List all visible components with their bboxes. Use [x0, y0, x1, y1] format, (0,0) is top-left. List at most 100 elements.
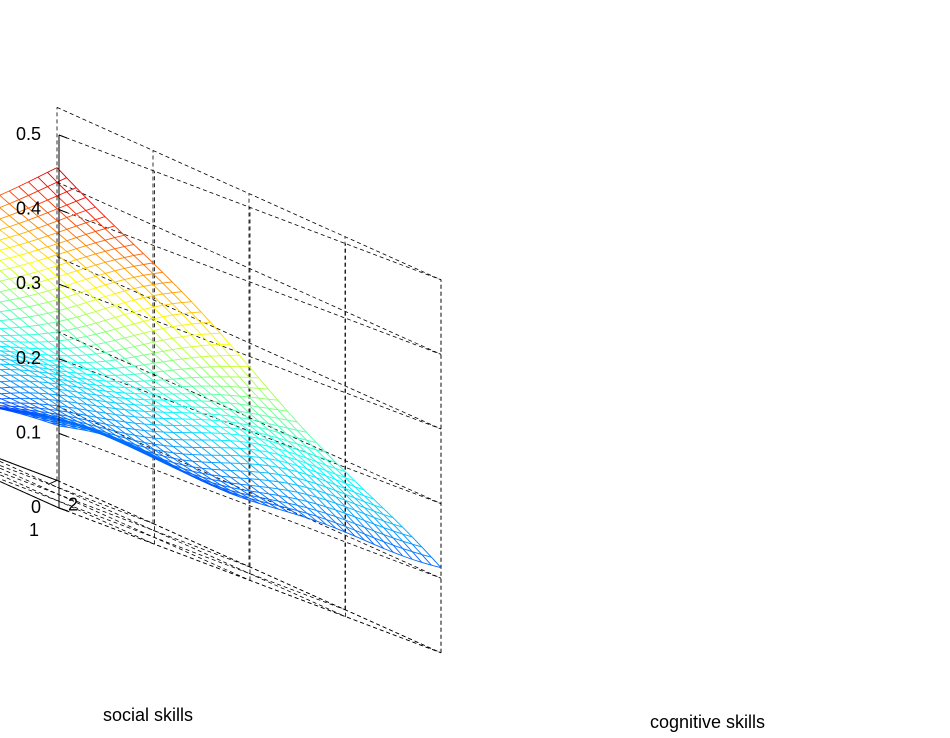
mesh-segment: [134, 422, 145, 425]
mesh-segment: [115, 402, 126, 405]
mesh-segment: [29, 352, 39, 355]
mesh-segment: [124, 373, 135, 376]
mesh-segment: [76, 225, 87, 235]
mesh-segment: [47, 235, 58, 245]
mesh-segment: [200, 345, 212, 357]
mesh-segment: [47, 348, 59, 356]
mesh-segment: [239, 477, 251, 486]
mesh-segment: [153, 304, 163, 308]
mesh-segment: [326, 492, 336, 498]
mesh-segment: [182, 468, 193, 475]
mesh-segment: [37, 260, 49, 269]
mesh-segment: [95, 275, 106, 286]
mesh-segment: [201, 400, 212, 409]
mesh-segment: [85, 231, 96, 235]
mesh-segment: [67, 371, 78, 379]
mesh-segment: [67, 390, 78, 398]
mesh-segment: [143, 253, 154, 264]
mesh-segment: [373, 516, 384, 522]
mesh-segment: [393, 537, 403, 542]
mesh-segment: [182, 367, 192, 370]
mesh-segment: [47, 186, 58, 197]
mesh-segment: [76, 259, 87, 269]
mesh-segment: [297, 443, 307, 448]
mesh-segment: [421, 554, 432, 566]
mesh-segment: [143, 344, 154, 354]
mesh-segment: [297, 505, 308, 514]
mesh-segment: [66, 259, 77, 264]
side-wall-grid-line: [56, 256, 442, 430]
mesh-segment: [38, 362, 49, 366]
mesh-segment: [316, 520, 327, 526]
mesh-segment: [76, 327, 87, 337]
mesh-segment: [125, 437, 136, 441]
mesh-segment: [86, 336, 97, 345]
mesh-segment: [287, 475, 298, 479]
mesh-segment: [124, 392, 135, 395]
mesh-segment: [38, 304, 49, 314]
mesh-segment: [28, 334, 39, 343]
mesh-segment: [48, 393, 59, 396]
mesh-segment: [173, 462, 183, 466]
mesh-segment: [37, 190, 48, 201]
mesh-segment: [354, 503, 365, 515]
mesh-segment: [29, 365, 40, 373]
mesh-segment: [249, 478, 260, 487]
mesh-segment: [115, 366, 125, 369]
mesh-segment: [10, 364, 20, 366]
mesh-segment: [47, 332, 59, 342]
mesh-segment: [153, 339, 163, 343]
mesh-segment: [297, 484, 308, 495]
mesh-segment: [268, 435, 279, 444]
mesh-segment: [258, 427, 269, 436]
mesh-segment: [297, 491, 308, 496]
mesh-segment: [297, 510, 308, 519]
mesh-segment: [287, 462, 298, 467]
mesh-segment: [143, 371, 154, 374]
mesh-segment: [201, 412, 212, 415]
mesh-segment: [249, 448, 260, 458]
mesh-segment: [28, 227, 39, 232]
mesh-segment: [268, 423, 279, 427]
mesh-segment: [18, 276, 30, 286]
mesh-segment: [86, 415, 97, 423]
mesh-segment: [200, 311, 211, 323]
mesh-segment: [383, 534, 394, 539]
mesh-segment: [48, 340, 58, 343]
mesh-segment: [287, 482, 298, 486]
mesh-segment: [268, 434, 279, 439]
mesh-segment: [172, 446, 184, 455]
mesh-segment: [201, 321, 211, 324]
mesh-segment: [20, 406, 30, 411]
mesh-segment: [124, 326, 135, 336]
mesh-segment: [115, 374, 126, 383]
mesh-segment: [383, 527, 394, 532]
mesh-segment: [268, 429, 279, 433]
mesh-segment: [364, 520, 375, 525]
mesh-segment: [210, 413, 221, 422]
mesh-segment: [373, 544, 384, 549]
mesh-segment: [162, 369, 173, 372]
mesh-segment: [296, 437, 307, 441]
mesh-segment: [211, 447, 222, 456]
mesh-segment: [325, 486, 337, 498]
mesh-segment: [76, 347, 87, 356]
mesh-segment: [58, 400, 69, 408]
mesh-segment: [191, 312, 202, 324]
mesh-segment: [38, 271, 49, 281]
mesh-segment: [230, 476, 241, 485]
mesh-segment: [211, 468, 222, 471]
mesh-segment: [239, 428, 250, 437]
mesh-segment: [115, 386, 125, 388]
mesh-segment: [288, 507, 298, 512]
mesh-segment: [76, 222, 87, 227]
mesh-segment: [0, 249, 10, 259]
mesh-segment: [105, 296, 116, 306]
mesh-segment: [0, 350, 11, 352]
mesh-segment: [325, 513, 337, 524]
mesh-segment: [9, 278, 20, 288]
mesh-segment: [287, 490, 298, 500]
mesh-segment: [163, 378, 173, 381]
side-wall-grid-line: [56, 330, 442, 504]
mesh-segment: [19, 356, 30, 363]
